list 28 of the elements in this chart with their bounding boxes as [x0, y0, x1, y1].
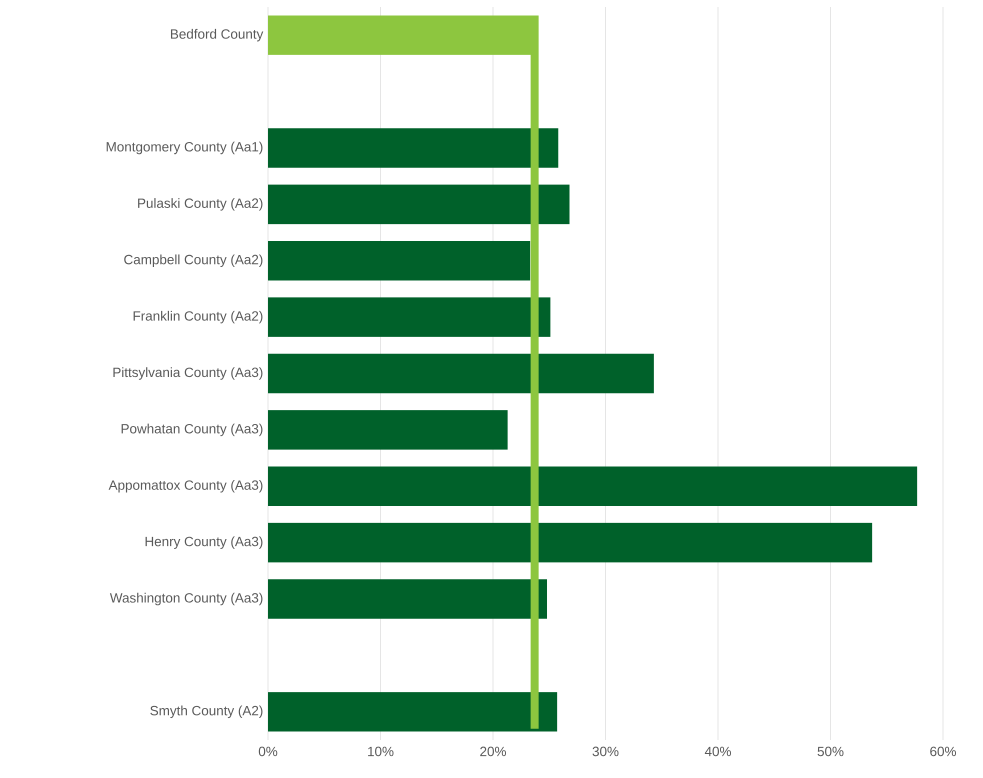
y-tick-label: Washington County (Aa3) [110, 592, 262, 606]
y-tick-label: Smyth County (A2) [150, 706, 262, 718]
bar [268, 184, 570, 224]
x-tick-label: 20% [480, 746, 506, 756]
x-tick-label: 60% [930, 746, 956, 756]
x-tick-label: 10% [368, 746, 394, 756]
y-tick-label: Powhatan County (Aa3) [122, 424, 262, 436]
bar [268, 354, 654, 394]
y-tick-label: Montgomery County (Aa1) [106, 142, 262, 154]
y-tick-label: Campbell County (Aa2) [124, 254, 262, 267]
bar [268, 297, 550, 337]
y-tick-label: Bedford County [170, 28, 264, 42]
y-tick-label: Pulaski County (Aa2) [138, 198, 262, 211]
y-tick-label: Henry County (Aa3) [146, 536, 262, 549]
bar [268, 692, 558, 732]
x-tick-label: 40% [704, 746, 731, 756]
bar [268, 522, 872, 562]
bar [268, 579, 548, 619]
x-tick-label: 50% [818, 746, 844, 756]
x-tick-label: 0% [258, 746, 278, 756]
bar [268, 128, 558, 168]
y-tick-label: Appomattox County (Aa3) [108, 480, 262, 493]
y-tick-label: Pittsylvania County (Aa3) [113, 367, 262, 380]
y-tick-label: Franklin County (Aa2) [134, 310, 262, 324]
bar [268, 240, 530, 280]
bar [268, 410, 508, 450]
x-tick-label: 30% [592, 746, 618, 756]
bar [268, 466, 918, 506]
